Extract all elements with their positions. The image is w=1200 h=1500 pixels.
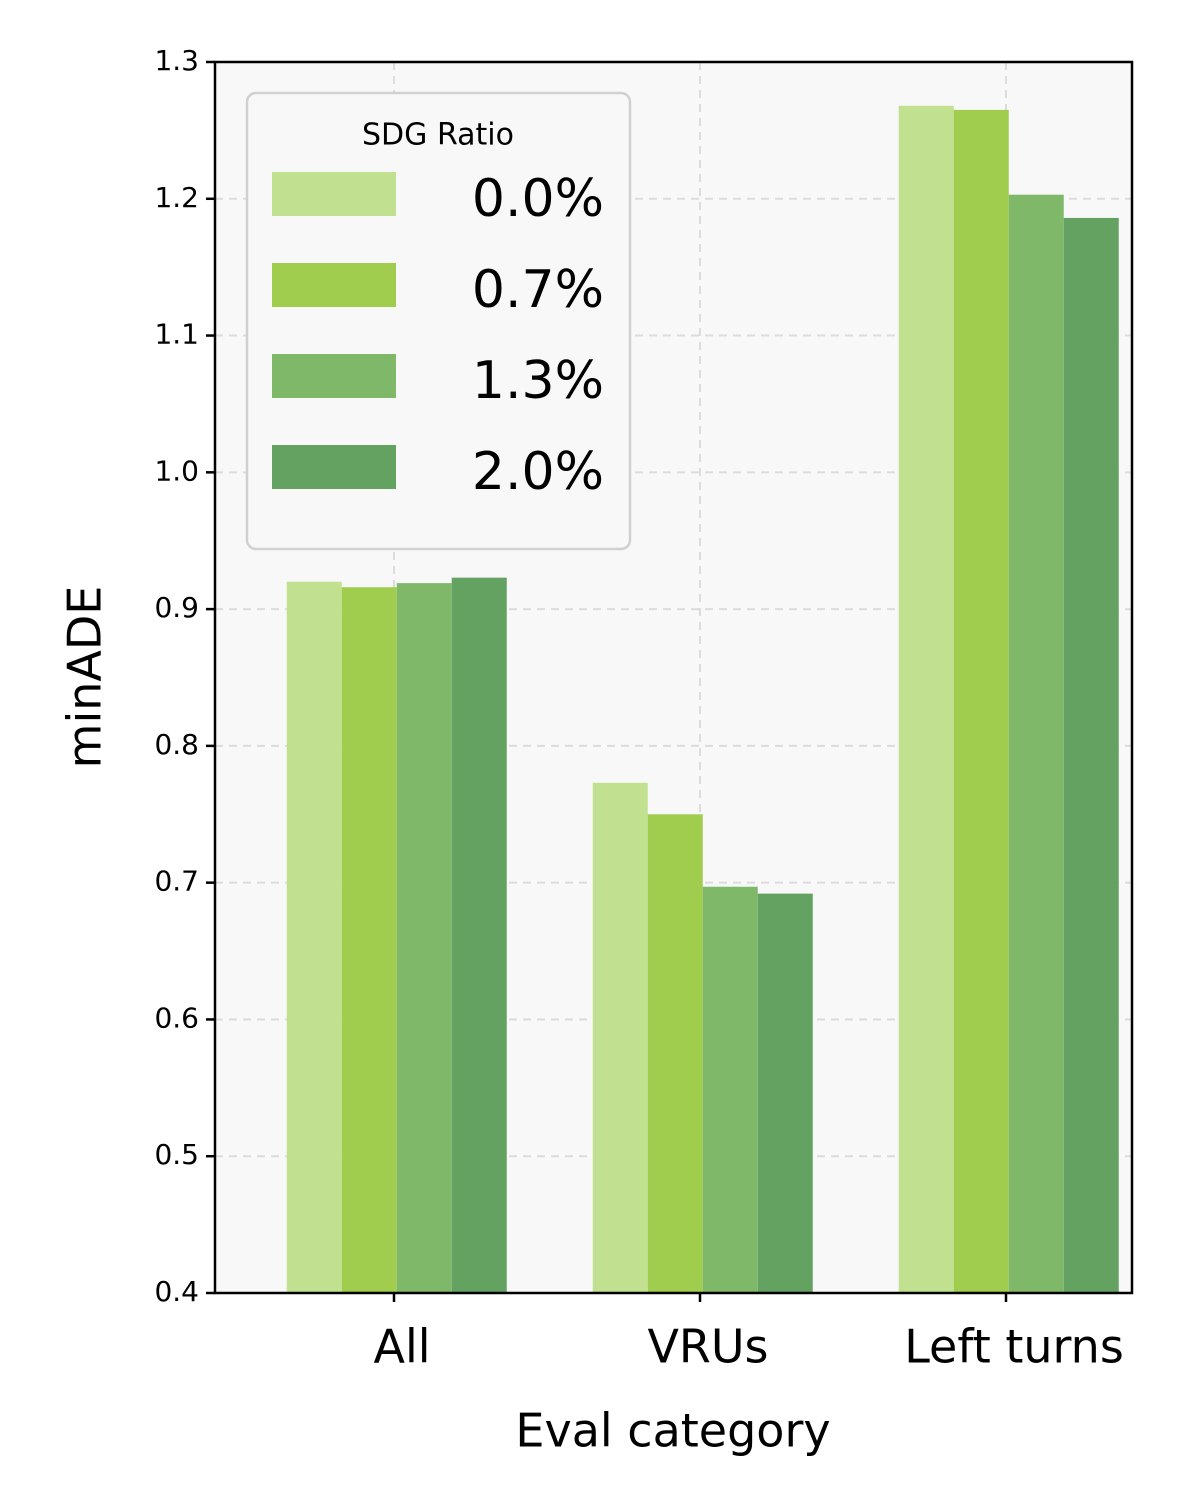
bar-series-3 bbox=[396, 194, 1064, 1293]
bar bbox=[341, 587, 397, 1293]
legend-swatch bbox=[272, 172, 396, 216]
plot-frame bbox=[213, 60, 1134, 1295]
y-tick-label: 0.7 bbox=[154, 865, 199, 898]
bar bbox=[1008, 194, 1064, 1293]
x-axis: All VRUs Left turns bbox=[373, 1293, 1124, 1374]
bar bbox=[286, 581, 342, 1293]
y-tick-label: 1.0 bbox=[154, 454, 199, 487]
x-tick-label: All bbox=[373, 1320, 430, 1374]
bar-series-1 bbox=[286, 105, 954, 1293]
y-tick-label: 0.9 bbox=[154, 591, 199, 624]
y-tick-label: 1.2 bbox=[154, 181, 199, 214]
legend-label: 0.7% bbox=[472, 260, 604, 320]
bar bbox=[953, 109, 1009, 1294]
y-axis-label: minADE bbox=[58, 586, 112, 769]
bar bbox=[451, 577, 507, 1293]
legend-entries: 0.0% 0.7% 1.3% 2.0% bbox=[272, 169, 604, 502]
y-tick-label: 0.4 bbox=[154, 1275, 199, 1308]
bar-series bbox=[286, 105, 1119, 1294]
legend-swatch bbox=[272, 263, 396, 307]
bar-series-4 bbox=[451, 217, 1119, 1294]
bar bbox=[702, 886, 758, 1293]
bar bbox=[757, 893, 813, 1293]
y-tick-label: 1.3 bbox=[154, 44, 199, 77]
x-tick-label: VRUs bbox=[647, 1320, 768, 1374]
y-tick-label: 1.1 bbox=[154, 318, 199, 351]
legend-swatch bbox=[272, 445, 396, 489]
y-axis: 0.4 0.5 0.6 0.7 0.8 0.9 1.0 1.1 1.2 1.3 bbox=[154, 44, 215, 1308]
y-tick-label: 0.6 bbox=[154, 1001, 199, 1034]
x-tick-label: Left turns bbox=[904, 1320, 1124, 1374]
bar bbox=[1063, 217, 1119, 1294]
legend-swatch bbox=[272, 354, 396, 398]
bar-series-2 bbox=[341, 109, 1009, 1294]
legend: SDG Ratio 0.0% 0.7% 1.3% 2.0% bbox=[245, 91, 632, 551]
legend-label: 0.0% bbox=[472, 169, 604, 229]
bar bbox=[647, 814, 703, 1293]
legend-label: 1.3% bbox=[472, 351, 604, 411]
legend-title: SDG Ratio bbox=[362, 118, 514, 153]
legend-label: 2.0% bbox=[472, 442, 604, 502]
y-tick-label: 0.8 bbox=[154, 728, 199, 761]
x-axis-label: Eval category bbox=[515, 1404, 830, 1458]
bar bbox=[396, 583, 452, 1293]
bar bbox=[592, 782, 648, 1293]
bar bbox=[898, 105, 954, 1293]
y-tick-label: 0.5 bbox=[154, 1138, 199, 1171]
